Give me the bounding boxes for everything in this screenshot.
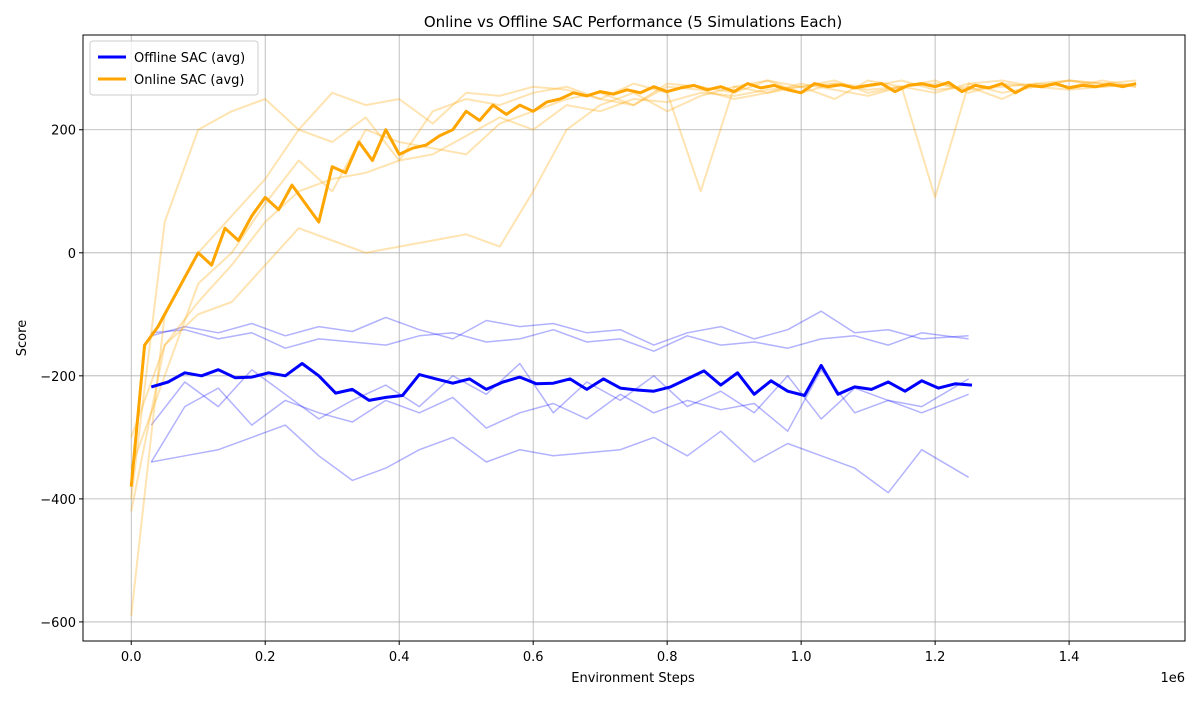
- y-tick-label: −600: [40, 616, 76, 631]
- series-line: [150, 368, 969, 463]
- series-line: [151, 328, 969, 352]
- series-line: [150, 362, 969, 426]
- series-line: [150, 362, 973, 402]
- lines: [129, 79, 1137, 616]
- x-axis-label: Environment Steps: [571, 671, 695, 686]
- y-axis-label: Score: [15, 320, 30, 356]
- x-tick-label: 0.6: [523, 650, 544, 665]
- grid: [83, 35, 1185, 641]
- series-line: [151, 310, 969, 346]
- x-tick-label: 1.2: [925, 650, 946, 665]
- series-line: [130, 79, 1137, 616]
- x-offset-label: 1e6: [1160, 671, 1185, 686]
- legend-label: Online SAC (avg): [134, 73, 245, 88]
- x-tick-label: 0.2: [255, 650, 276, 665]
- x-tick-label: 1.0: [791, 650, 812, 665]
- series-line: [130, 79, 1137, 500]
- plot-frame: [82, 34, 1186, 642]
- y-tick-label: 200: [51, 124, 76, 139]
- series-line: [130, 79, 1137, 469]
- series-line: [129, 80, 1137, 487]
- series-line: [151, 424, 969, 494]
- x-tick-label: 0.0: [121, 650, 142, 665]
- y-tick-label: 0: [68, 247, 76, 262]
- legend-label: Offline SAC (avg): [134, 51, 245, 66]
- x-tick-label: 1.4: [1059, 650, 1080, 665]
- chart-title: Online vs Offline SAC Performance (5 Sim…: [424, 13, 842, 31]
- ticks: 0.0 0.2 0.4 0.6 0.8 1.0 1.2 1.4 −600 −400 −200 0 200: [40, 124, 1079, 665]
- x-tick-label: 0.4: [389, 650, 410, 665]
- y-tick-label: −400: [40, 493, 76, 508]
- x-tick-label: 0.8: [657, 650, 678, 665]
- y-tick-label: −200: [40, 370, 76, 385]
- legend-box: [89, 40, 259, 96]
- legend: Offline SAC (avg) Online SAC (avg): [89, 40, 259, 96]
